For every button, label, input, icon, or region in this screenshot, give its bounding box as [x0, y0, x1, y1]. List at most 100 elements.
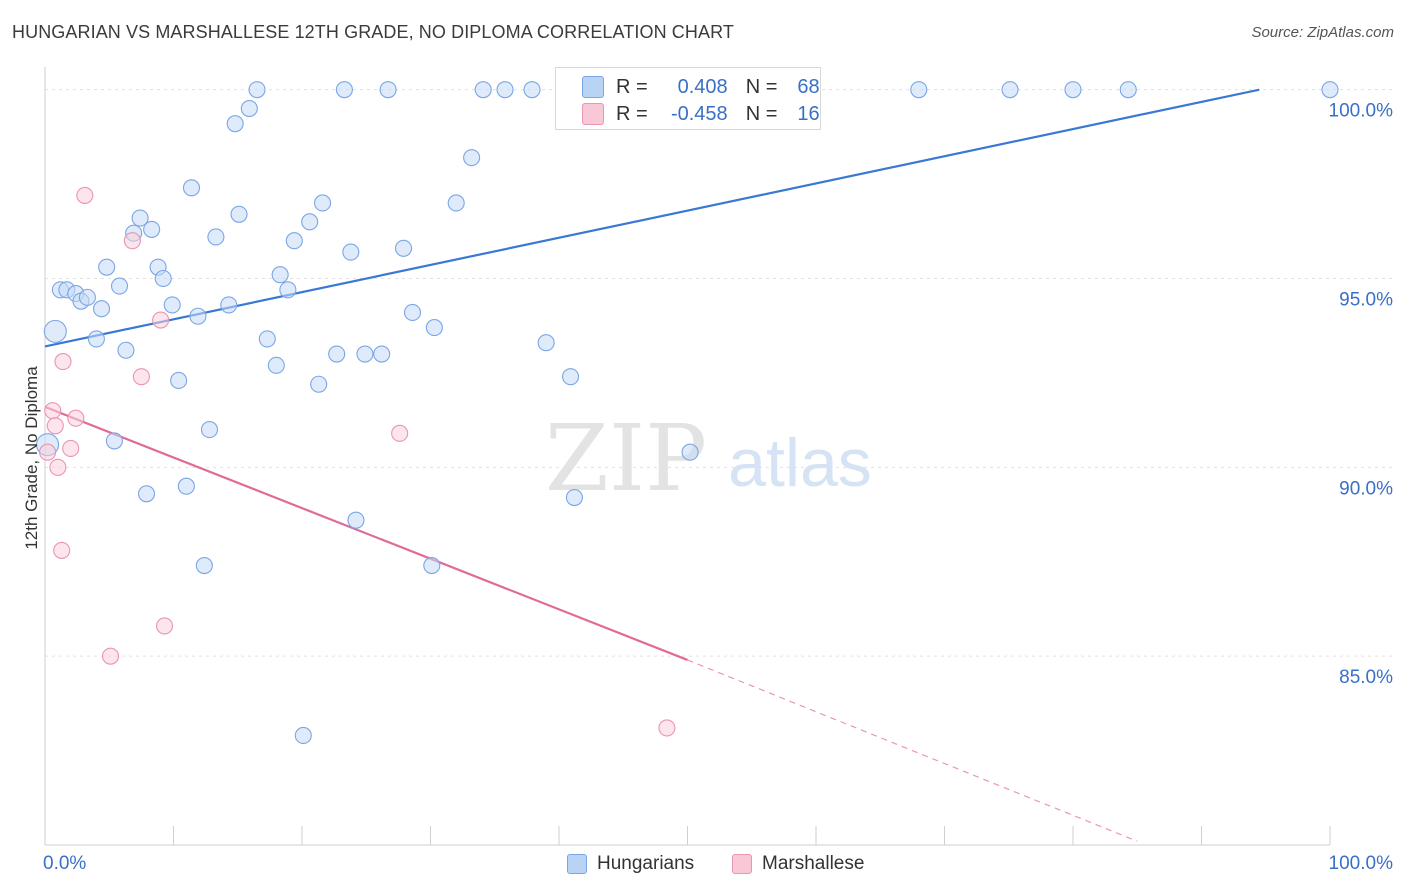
n-label: N = [745, 75, 778, 98]
hungarian-point [258, 330, 276, 348]
legend-row-marshallese: R = -0.458 N = 16 [582, 102, 820, 126]
hungarian-point [379, 81, 397, 99]
hungarian-point [189, 307, 207, 325]
hungarian-point [110, 277, 129, 295]
hungarian-point [310, 375, 328, 393]
hungarian-point [1064, 81, 1082, 99]
x-tick-label: 100.0% [1329, 853, 1394, 874]
hungarian-point [105, 432, 123, 450]
stats-legend: R = 0.408 N = 68 R = -0.458 N = 16 [555, 67, 821, 130]
hungarian-point [131, 209, 149, 227]
hungarian-point [195, 556, 213, 575]
marshallese-legend-label: Marshallese [762, 853, 865, 874]
marshallese-point [49, 458, 67, 476]
grid-lines [45, 89, 1395, 657]
x-tick-label: 0.0% [43, 853, 86, 874]
hungarian-point [335, 81, 353, 99]
hungarian-point [220, 296, 238, 314]
hungarian-point [230, 205, 248, 223]
hungarian-point [117, 341, 135, 359]
chart-title: HUNGARIAN VS MARSHALLESE 12TH GRADE, NO … [12, 22, 734, 42]
hungarian-point [1321, 81, 1339, 99]
hungarian-point [314, 194, 332, 212]
hungarian-point [92, 300, 111, 318]
marshallese-point [132, 368, 150, 386]
marshallese-point [39, 443, 57, 461]
hungarian-point [328, 345, 346, 363]
hungarian-point [43, 319, 67, 343]
hungarian-point [301, 213, 319, 231]
hungarian-point [562, 368, 580, 386]
hungarian-point [910, 81, 928, 99]
tick-labels: 100.0% 95.0% 90.0% 85.0% 0.0% 100.0% [43, 101, 1393, 874]
marshallese-point [62, 439, 80, 457]
bottom-legend-marshallese: Marshallese [732, 852, 864, 876]
marshallese-trend-extension [687, 659, 1138, 842]
hungarian-point [271, 266, 289, 284]
r-label: R = [616, 75, 648, 98]
marshallese-point [391, 424, 409, 442]
hungarian-point [207, 228, 225, 246]
hungarian-point [154, 269, 172, 288]
hungarian-point [163, 296, 181, 314]
hungarians-swatch [582, 76, 604, 98]
n-value-marshallese: 16 [797, 102, 820, 125]
watermark-atlas: atlas [728, 425, 872, 501]
y-tick-label: 85.0% [1339, 667, 1393, 688]
hungarian-point [285, 232, 303, 250]
y-tick-label: 100.0% [1329, 101, 1394, 122]
hungarian-point [425, 319, 443, 337]
hungarian-point [182, 179, 201, 197]
hungarian-point [248, 81, 266, 99]
hungarian-point [267, 356, 285, 374]
hungarian-point [537, 334, 555, 352]
hungarian-point [523, 81, 541, 99]
bottom-legend-hungarians: Hungarians [567, 852, 694, 876]
marshallese-swatch [582, 103, 604, 125]
source-label: Source: ZipAtlas.com [1251, 24, 1394, 41]
hungarian-point [143, 220, 161, 238]
hungarian-point [373, 345, 391, 363]
marshallese-legend-swatch [732, 854, 752, 874]
marshallese-point [123, 232, 141, 250]
hungarian-point [137, 485, 156, 503]
marshallese-point [76, 186, 94, 204]
marshallese-point [67, 409, 85, 427]
hungarian-point [463, 149, 481, 167]
hungarian-point [403, 303, 422, 322]
marshallese-point [53, 541, 71, 559]
y-tick-label: 90.0% [1339, 478, 1393, 499]
hungarian-point [240, 99, 258, 118]
hungarian-point [342, 243, 360, 261]
hungarian-point [394, 239, 413, 257]
hungarian-point [226, 115, 244, 133]
hungarian-point [447, 194, 465, 212]
marshallese-point [46, 417, 64, 435]
hungarian-point [87, 330, 105, 348]
hungarian-point [98, 258, 116, 276]
marshallese-point [44, 402, 62, 420]
hungarian-point [565, 488, 583, 507]
hungarian-point [474, 81, 492, 99]
hungarians-legend-swatch [567, 854, 587, 874]
marshallese-point [155, 617, 174, 635]
hungarian-point [78, 288, 96, 306]
n-label: N = [745, 102, 778, 125]
hungarian-trend-line [44, 88, 1260, 348]
marshallese-point [152, 311, 170, 329]
hungarian-point [279, 281, 297, 299]
hungarian-point [294, 726, 312, 745]
hungarian-point [1001, 81, 1019, 99]
marshallese-point [658, 719, 676, 737]
marshallese-point [101, 647, 120, 665]
marshallese-trend-line [44, 405, 688, 661]
y-axis-label: 12th Grade, No Diploma [22, 366, 41, 550]
hungarian-point [347, 511, 365, 529]
hungarian-point [681, 443, 699, 461]
n-value-hungarians: 68 [797, 75, 820, 98]
hungarians-legend-label: Hungarians [597, 853, 695, 874]
hungarian-point [170, 371, 188, 390]
trend-lines [44, 88, 1260, 842]
marshallese-point [54, 353, 72, 371]
